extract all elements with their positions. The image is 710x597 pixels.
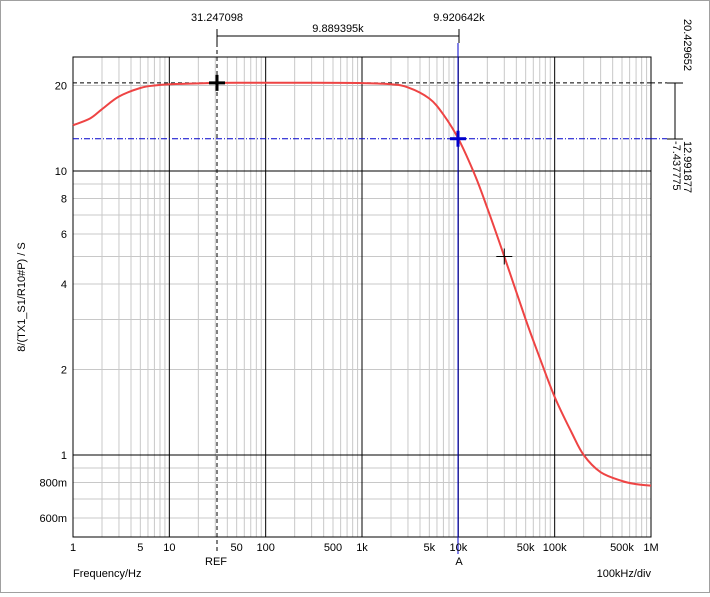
x-tick-label: 10 <box>163 542 175 554</box>
series-line <box>72 81 652 487</box>
y-tick-label: 20 <box>55 81 67 93</box>
y-tick-label: 800m <box>39 478 67 490</box>
x-tick-label: 500 <box>324 542 342 554</box>
ref-cursor-label: REF <box>205 556 227 568</box>
x-tick-label: 100k <box>543 542 567 554</box>
y-tick-label: 2 <box>61 365 67 377</box>
x-axis-title: Frequency/Hz <box>73 568 141 580</box>
cursor-markers <box>209 74 513 265</box>
ref-y-readout: 20.429652 <box>681 19 693 71</box>
y-tick-label: 10 <box>55 166 67 178</box>
x-tick-label: 5 <box>137 542 143 554</box>
x-tick-label: 1k <box>356 542 368 554</box>
y-tick-label: 6 <box>61 229 67 241</box>
x-tick-label: 50k <box>517 542 535 554</box>
x-tick-label: 1 <box>70 542 76 554</box>
a-cursor-label: A <box>455 556 463 568</box>
y-tick-labels: 600m 800m 1 2 4 6 8 10 20 <box>39 81 67 525</box>
series-layer <box>72 81 652 487</box>
y-tick-label: 1 <box>61 450 67 462</box>
a-y-readout: 12.991877 <box>681 141 693 193</box>
x-tick-label: 50 <box>231 542 243 554</box>
x-tick-labels: 1 5 10 50 100 500 1k 5k 10k 50k 100k 500k 1M <box>70 542 659 554</box>
a-x-readout: 9.920642k <box>433 12 485 24</box>
delta-x-readout: 9.889395k <box>312 23 364 35</box>
y-tick-label: 4 <box>61 279 67 291</box>
x-tick-label: 100 <box>256 542 274 554</box>
x-tick-label: 5k <box>424 542 436 554</box>
x-division-label: 100kHz/div <box>597 568 652 580</box>
plot-area-border <box>72 56 652 538</box>
ref-x-readout: 31.247098 <box>191 12 243 24</box>
x-tick-label: 10k <box>449 542 467 554</box>
y-tick-label: 8 <box>61 194 67 206</box>
cursor-lines <box>73 43 667 554</box>
x-tick-label: 500k <box>610 542 634 554</box>
x-tick-label: 1M <box>643 542 658 554</box>
y-axis-title: 8/(TX1_S1/R10#P) / S <box>16 242 28 351</box>
y-tick-label: 600m <box>39 513 67 525</box>
delta-y-readout: -7.437775 <box>670 141 682 191</box>
